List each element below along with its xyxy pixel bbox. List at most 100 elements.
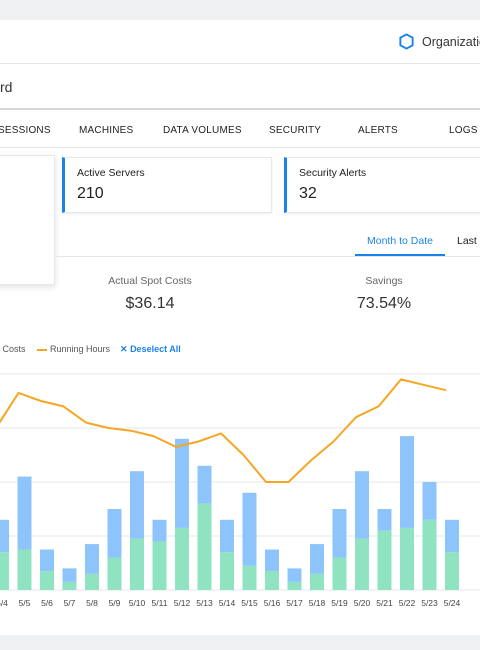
x-tick-label: 5/17 [286,598,303,608]
tab-alerts[interactable]: ALERTS [358,125,398,136]
bar-bottom-segment[interactable] [445,552,459,590]
divider [55,256,480,257]
bar-top-segment[interactable] [242,492,257,566]
close-icon: ✕ [120,344,128,354]
bar-bottom-segment[interactable] [377,530,392,590]
stat-value: 32 [299,185,317,202]
deselect-all-button[interactable]: ✕ Deselect All [120,344,181,355]
bar-top-segment[interactable] [40,549,54,572]
stat-label: Active Servers [77,167,145,179]
x-tick-label: 5/22 [399,598,416,608]
x-tick-label: 5/23 [421,598,438,608]
bar-top-segment[interactable] [175,438,189,528]
period-month-to-date[interactable]: Month to Date [367,235,433,247]
x-tick-label: 5/10 [129,598,146,608]
bar-bottom-segment[interactable] [40,571,54,590]
organization-label: Organization [422,34,480,49]
tab-bar: SESSIONS MACHINES DATA VOLUMES SECURITY … [0,110,480,148]
usage-chart: 5/4 5/5 5/6 5/7 5/8 5/9 5/10 5/11 5/12 5/13 5/14 5/… [0,373,480,608]
bar-bottom-segment[interactable] [17,549,32,591]
title-bar: rd [0,64,480,110]
metric-savings: Savings 73.54% [334,275,434,313]
deselect-all-label: Deselect All [130,344,181,354]
bar-top-segment[interactable] [152,519,167,542]
bar-top-segment[interactable] [265,549,279,572]
x-tick-label: 5/13 [196,598,213,608]
x-tick-label: 5/16 [264,598,281,608]
bar-bottom-segment[interactable] [62,581,77,590]
running-hours-line[interactable] [0,378,447,483]
bar-bottom-segment[interactable] [310,573,324,590]
bar-top-segment[interactable] [0,519,9,553]
bar-top-segment[interactable] [197,465,212,504]
metric-actual-spot-costs: Actual Spot Costs $36.14 [100,275,200,313]
x-tick-label: 5/12 [174,598,191,608]
period-last[interactable]: Last I [457,235,480,247]
x-tick-label: 5/6 [41,598,53,608]
tab-sessions[interactable]: SESSIONS [0,125,51,136]
bar-bottom-segment[interactable] [175,527,189,590]
dropdown-panel [0,155,55,285]
bar-top-segment[interactable] [107,509,122,558]
bar-bottom-segment[interactable] [130,538,144,590]
stat-value: 210 [77,185,104,202]
bar-bottom-segment[interactable] [242,565,257,590]
metric-value: 73.54% [356,295,412,312]
bar-bottom-segment[interactable] [152,541,167,590]
tab-machines[interactable]: MACHINES [79,125,134,136]
bar-top-segment[interactable] [400,436,414,528]
legend-line-swatch [37,349,47,351]
x-tick-label: 5/19 [331,598,348,608]
stat-card-active-servers[interactable]: Active Servers 210 [62,157,272,213]
bar-top-segment[interactable] [332,509,347,558]
bar-top-segment[interactable] [355,471,369,539]
tab-security[interactable]: SECURITY [269,125,322,136]
legend-item-costs[interactable]: l Costs [0,344,26,354]
tab-data-volumes[interactable]: DATA VOLUMES [163,125,242,136]
bar-top-segment[interactable] [62,568,77,582]
bar-bottom-segment[interactable] [355,538,369,590]
bar-top-segment[interactable] [310,544,324,574]
bar-top-segment[interactable] [130,471,144,539]
bar-bottom-segment[interactable] [287,581,302,590]
x-tick-label: 5/5 [19,598,31,608]
x-tick-label: 5/8 [86,598,98,608]
bar-bottom-segment[interactable] [85,573,99,590]
x-tick-label: 5/24 [444,598,461,608]
bar-bottom-segment[interactable] [107,557,122,590]
x-tick-label: 5/9 [109,598,121,608]
page-title: rd [0,79,13,95]
bar-bottom-segment[interactable] [400,527,414,590]
bar-bottom-segment[interactable] [197,503,212,590]
x-tick-label: 5/11 [152,598,168,608]
x-tick-label: 5/7 [64,598,76,608]
bar-bottom-segment[interactable] [0,552,9,590]
metric-value: $36.14 [125,295,175,312]
x-tick-label: 5/14 [219,598,236,608]
bar-top-segment[interactable] [445,519,459,553]
bar-top-segment[interactable] [17,476,32,550]
bar-bottom-segment[interactable] [220,552,234,590]
bar-bottom-segment[interactable] [265,571,279,590]
tab-logs[interactable]: LOGS [449,125,478,136]
x-tick-label: 5/21 [376,598,393,608]
metric-label: Actual Spot Costs [108,275,192,287]
organization-icon [399,33,414,50]
legend-item-running-hours[interactable]: Running Hours [50,344,111,354]
metric-label: Savings [365,275,403,287]
bar-bottom-segment[interactable] [422,519,437,590]
bar-top-segment[interactable] [377,509,392,531]
x-tick-label: 5/15 [241,598,258,608]
bar-top-segment[interactable] [287,568,302,582]
top-bar: Organization [0,20,480,64]
x-tick-label: 5/4 [0,598,8,608]
bar-top-segment[interactable] [85,544,99,574]
x-tick-label: 5/20 [354,598,371,608]
bar-top-segment[interactable] [220,519,234,553]
organization-selector[interactable]: Organization [398,33,480,50]
bar-top-segment[interactable] [422,482,437,520]
stat-card-security-alerts[interactable]: Security Alerts 32 [284,157,480,213]
bar-bottom-segment[interactable] [332,557,347,590]
x-tick-label: 5/18 [309,598,326,608]
active-period-indicator [355,254,445,256]
